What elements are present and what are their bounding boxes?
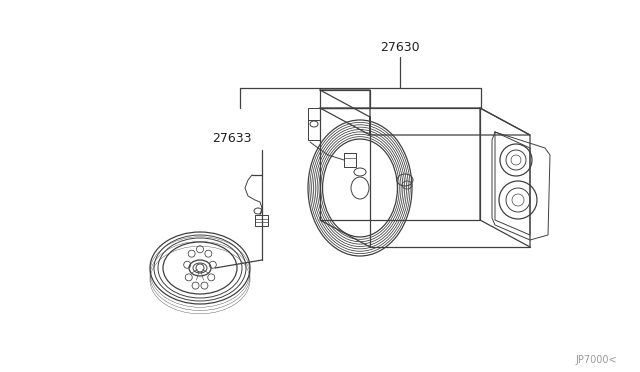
- Text: 27630: 27630: [380, 41, 420, 54]
- Text: JP7000<: JP7000<: [575, 355, 617, 365]
- Text: 27633: 27633: [212, 131, 252, 144]
